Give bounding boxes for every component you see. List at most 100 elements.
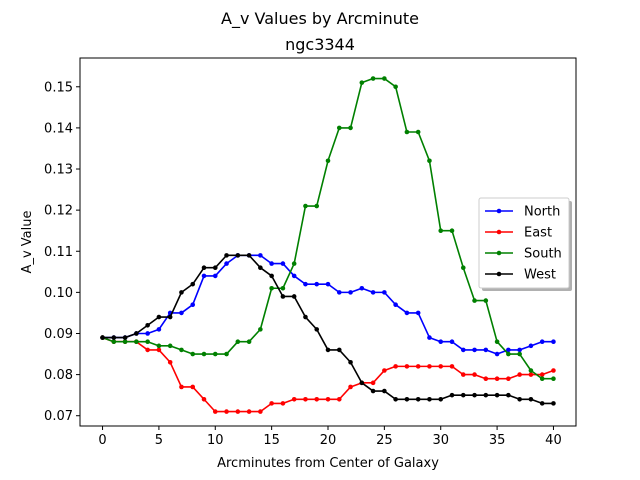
data-point-west xyxy=(472,392,477,398)
data-point-north xyxy=(179,310,184,316)
data-point-west xyxy=(280,294,286,299)
data-point-south xyxy=(393,84,398,90)
chart-subtitle: ngc3344 xyxy=(285,35,355,54)
data-point-south xyxy=(224,351,229,357)
data-point-east xyxy=(382,368,387,373)
data-point-north xyxy=(494,351,500,357)
y-tick-label: 0.13 xyxy=(44,163,73,178)
data-point-south xyxy=(167,343,173,349)
data-point-south xyxy=(201,351,207,357)
data-point-east xyxy=(336,396,342,402)
data-point-north xyxy=(280,261,286,266)
data-point-east xyxy=(156,347,162,353)
data-point-east xyxy=(393,364,398,369)
data-point-north xyxy=(472,347,477,353)
data-point-east xyxy=(438,364,444,369)
data-point-north xyxy=(348,290,353,295)
data-point-north xyxy=(190,302,196,308)
data-point-west xyxy=(246,253,252,258)
data-point-east xyxy=(235,409,241,414)
legend-box xyxy=(478,197,570,289)
y-tick-label: 0.14 xyxy=(44,121,73,136)
data-point-south xyxy=(472,298,477,303)
chart-title: A_v Values by Arcminute xyxy=(221,9,419,29)
data-point-north xyxy=(291,273,297,279)
data-point-east xyxy=(427,364,432,369)
data-point-east xyxy=(325,396,331,402)
series-layer xyxy=(100,76,556,414)
data-point-south xyxy=(528,368,534,373)
data-point-north xyxy=(370,290,376,295)
data-point-east xyxy=(415,364,421,369)
data-point-west xyxy=(528,396,534,402)
x-tick-label: 5 xyxy=(155,433,163,448)
data-point-south xyxy=(325,158,331,164)
legend-marker-east xyxy=(496,229,502,235)
data-point-east xyxy=(190,384,196,390)
data-point-east xyxy=(291,396,297,402)
data-point-east xyxy=(280,401,286,406)
data-point-south xyxy=(438,228,444,233)
legend-item-south: South xyxy=(485,247,562,262)
data-point-north xyxy=(336,290,342,295)
data-point-north xyxy=(382,290,387,295)
data-point-north xyxy=(359,285,365,291)
data-point-south xyxy=(269,285,274,291)
legend-marker-north xyxy=(496,208,502,214)
y-tick-label: 0.15 xyxy=(44,80,73,95)
data-point-east xyxy=(404,364,410,369)
data-point-south xyxy=(336,125,342,131)
legend-label-east: East xyxy=(524,226,552,241)
legend-marker-west xyxy=(496,271,502,277)
data-point-north xyxy=(483,347,489,353)
y-tick-label: 0.09 xyxy=(44,327,73,342)
data-point-east xyxy=(551,368,556,373)
y-tick-label: 0.12 xyxy=(44,204,73,219)
x-tick-label: 0 xyxy=(98,433,106,448)
data-point-east xyxy=(258,409,263,414)
y-tick-label: 0.07 xyxy=(44,409,73,424)
legend-marker-south xyxy=(496,250,502,256)
data-point-west xyxy=(325,347,331,353)
data-point-west xyxy=(156,314,162,320)
x-tick-label: 25 xyxy=(376,433,393,448)
data-point-north xyxy=(528,343,534,349)
data-point-north xyxy=(145,331,150,336)
data-point-east xyxy=(179,384,184,390)
data-point-west xyxy=(348,359,353,365)
data-point-east xyxy=(517,372,522,377)
legend: North East South West xyxy=(478,197,572,291)
data-point-south xyxy=(235,339,241,345)
data-point-north xyxy=(449,339,455,345)
data-point-west xyxy=(303,314,308,320)
data-point-west xyxy=(415,396,421,402)
x-tick-label: 40 xyxy=(545,433,562,448)
data-point-west xyxy=(404,396,410,402)
series-west xyxy=(100,253,556,406)
data-point-west xyxy=(179,290,184,295)
data-point-west xyxy=(359,380,365,386)
data-point-west xyxy=(551,401,556,406)
data-point-east xyxy=(303,396,308,402)
data-point-south xyxy=(427,158,432,164)
data-point-east xyxy=(494,376,500,382)
data-point-south xyxy=(483,298,489,303)
data-point-south xyxy=(212,351,218,357)
data-point-west xyxy=(427,396,432,402)
data-point-south xyxy=(258,327,263,332)
data-point-west xyxy=(517,396,522,402)
data-point-west xyxy=(449,392,455,398)
data-point-west xyxy=(134,331,139,336)
data-point-south xyxy=(314,203,320,209)
data-point-north xyxy=(325,281,331,287)
data-point-north xyxy=(258,253,263,258)
data-point-north xyxy=(212,273,218,279)
data-point-south xyxy=(551,376,556,382)
data-point-east xyxy=(167,359,173,365)
data-point-south xyxy=(111,339,117,345)
data-point-south xyxy=(145,339,150,345)
data-point-east xyxy=(539,372,545,377)
data-point-west xyxy=(438,396,444,402)
data-point-north xyxy=(438,339,444,345)
